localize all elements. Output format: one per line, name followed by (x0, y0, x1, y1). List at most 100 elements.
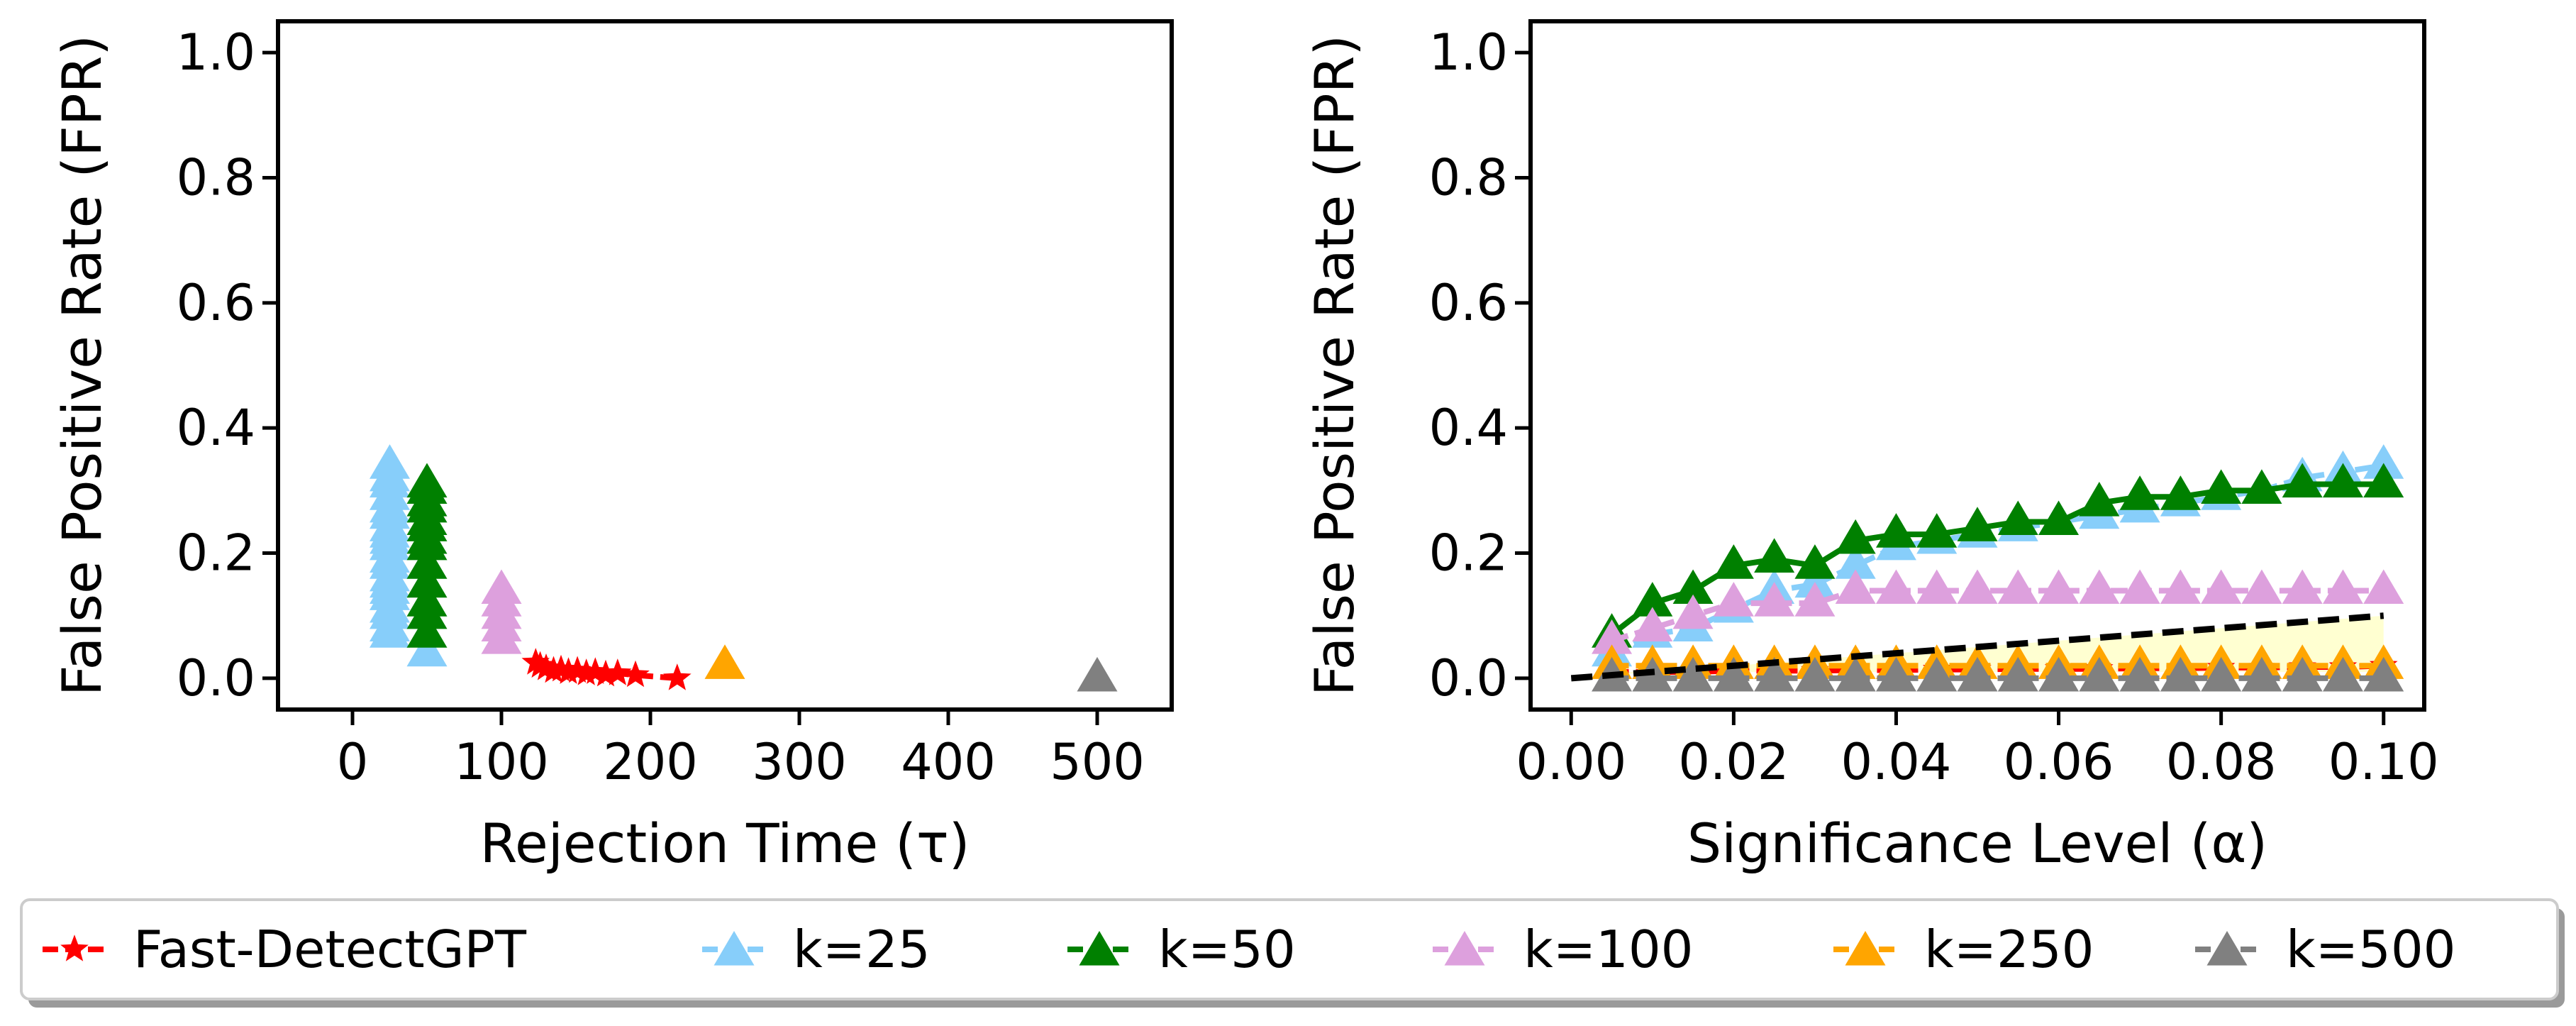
data-point (604, 658, 632, 685)
x-tick-label: 0.10 (2328, 733, 2439, 791)
data-point (1632, 607, 1673, 641)
data-point (1997, 500, 2038, 536)
data-point (621, 660, 650, 688)
data-point (1077, 656, 1118, 692)
data-point (406, 613, 448, 648)
data-point (1835, 569, 1876, 605)
data-point (2363, 444, 2404, 479)
x-tick-label: 300 (752, 733, 847, 791)
y-tick-label: 0.4 (1429, 399, 1508, 457)
axes-frame (1528, 19, 2426, 712)
data-point (1592, 619, 1633, 654)
y-tick-label: 0.8 (177, 148, 255, 206)
data-point (2241, 569, 2282, 605)
x-tick-label: 400 (901, 733, 996, 791)
x-axis-label: Rejection Time (τ) (480, 812, 970, 875)
data-point (1794, 656, 1836, 692)
data-point (2241, 656, 2282, 692)
data-point (2282, 656, 2323, 692)
x-tick-label: 0 (337, 733, 369, 791)
series-k-500 (1077, 656, 1118, 692)
data-point (406, 544, 448, 579)
y-tick-label: 0.0 (177, 649, 255, 707)
legend-marker (2206, 931, 2248, 966)
plot-content (1570, 444, 2404, 692)
data-point (1794, 563, 1836, 598)
legend-item: k=500 (2195, 920, 2455, 979)
left-panel-rejection-time: 0.0 0.2 0.4 0.6 0.8 1.0 0 100 200 300 400 500 Reject… (50, 19, 1174, 875)
series-k-25 (370, 444, 448, 667)
legend-label: Fast-DetectGPT (133, 920, 527, 979)
right-panel-significance-level: 0.0 0.2 0.4 0.6 0.8 1.0 0.00 0.02 0.04 0.06 0.08 0.… (1303, 19, 2439, 875)
data-point (1754, 656, 1795, 692)
legend-label: k=50 (1158, 920, 1296, 979)
data-point (2201, 469, 2242, 504)
data-point (2119, 569, 2160, 605)
data-point (2079, 482, 2120, 517)
legend-marker (1845, 931, 1886, 966)
data-point (1672, 569, 1714, 605)
series-k-100 (481, 569, 522, 654)
data-point (2119, 475, 2160, 510)
data-point (2038, 656, 2080, 692)
x-tick-label: 0.02 (1678, 733, 1789, 791)
x-tick-label: 0.00 (1516, 733, 1626, 791)
data-point (2282, 569, 2323, 605)
x-tick-label: 100 (454, 733, 549, 791)
data-point (1672, 656, 1714, 692)
data-point (2322, 463, 2363, 498)
legend-item: k=25 (702, 920, 931, 979)
data-point (2160, 656, 2201, 692)
y-axis-label: False Positive Rate (FPR) (50, 35, 113, 696)
data-point (1713, 656, 1754, 692)
legend-marker (60, 934, 89, 961)
y-tick-label: 1.0 (1429, 23, 1508, 82)
data-point (1875, 656, 1916, 692)
legend-marker (714, 931, 755, 966)
data-point (1875, 513, 1916, 548)
data-point (406, 563, 448, 598)
y-tick-label: 0.6 (177, 274, 255, 332)
x-tick-label: 0.04 (1841, 733, 1952, 791)
x-axis-label: Significance Level (α) (1687, 812, 2267, 875)
data-point (370, 613, 410, 648)
data-point (2363, 569, 2404, 605)
shaded-region (1611, 615, 2384, 675)
x-tick-label: 0.06 (2004, 733, 2114, 791)
data-point (1754, 538, 1795, 573)
data-point (2079, 569, 2120, 605)
data-point (2119, 656, 2160, 692)
data-point (572, 658, 601, 685)
series-k-500 (1592, 656, 2404, 692)
y-tick-label: 0.2 (1429, 524, 1508, 583)
data-point (1875, 569, 1916, 605)
x-tick-label: 500 (1050, 733, 1145, 791)
data-point (2079, 656, 2120, 692)
data-point (1997, 656, 2038, 692)
legend-box (20, 898, 2559, 1000)
data-point (2282, 463, 2323, 498)
data-point (592, 659, 620, 687)
data-point (1835, 656, 1876, 692)
data-point (1754, 582, 1795, 617)
legend-label: k=500 (2286, 920, 2455, 979)
data-point (1632, 582, 1673, 617)
data-point (1713, 582, 1754, 617)
data-point (1997, 569, 2038, 605)
series-k-50 (406, 463, 448, 648)
data-point (2322, 569, 2363, 605)
data-point (2363, 656, 2404, 692)
data-point (2241, 469, 2282, 504)
y-axis-label: False Positive Rate (FPR) (1303, 35, 1366, 696)
legend-item: k=50 (1067, 920, 1296, 979)
legend-label: k=250 (1924, 920, 2094, 979)
data-point (1957, 569, 1998, 605)
data-point (1957, 656, 1998, 692)
y-tick-label: 0.2 (177, 524, 255, 583)
data-point (2038, 569, 2080, 605)
x-tick-label: 0.08 (2166, 733, 2277, 791)
data-point (1835, 519, 1876, 554)
y-tick-label: 0.6 (1429, 274, 1508, 332)
legend-marker (1444, 931, 1485, 966)
